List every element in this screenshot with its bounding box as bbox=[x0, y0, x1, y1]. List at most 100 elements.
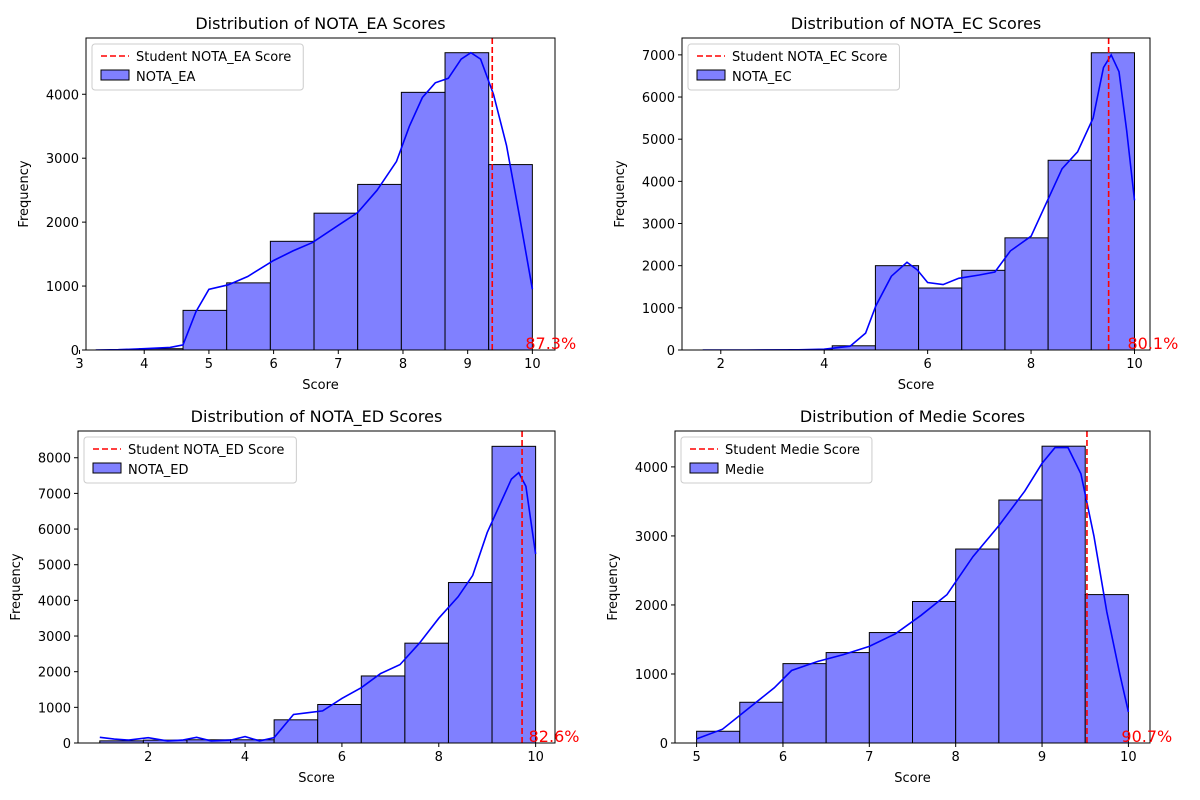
x-tick-label: 10 bbox=[1120, 750, 1137, 765]
histogram-bar bbox=[444, 52, 490, 351]
histogram-bar bbox=[782, 663, 827, 744]
x-axis-label: Score bbox=[298, 771, 334, 786]
y-tick-label: 2000 bbox=[38, 666, 71, 681]
histogram-bar bbox=[313, 212, 359, 351]
histogram-bar bbox=[360, 675, 406, 744]
histogram-bar bbox=[1047, 159, 1092, 351]
y-tick-label: 2000 bbox=[635, 599, 668, 614]
x-tick-label: 4 bbox=[241, 750, 249, 765]
legend-bar-swatch bbox=[100, 69, 130, 81]
legend: Student NOTA_EC Score NOTA_EC bbox=[687, 43, 900, 91]
x-tick-label: 4 bbox=[140, 357, 148, 372]
x-tick-label: 6 bbox=[779, 750, 787, 765]
histogram-bar bbox=[868, 632, 913, 744]
y-tick-label: 2000 bbox=[46, 216, 79, 231]
histogram-bar bbox=[825, 652, 870, 744]
histogram-bar bbox=[955, 548, 1000, 744]
legend-bar-swatch bbox=[92, 462, 122, 474]
y-tick-label: 7000 bbox=[38, 487, 71, 502]
y-tick-label: 3000 bbox=[38, 630, 71, 645]
kde-curve bbox=[95, 51, 534, 350]
legend-label-marker: Student NOTA_EC Score bbox=[732, 50, 887, 65]
axes-frame bbox=[681, 37, 1151, 351]
panel-4: 5 6 7 8 9 10 0 1000 2000 3000 4000 Distribution of … bbox=[606, 407, 1172, 786]
x-tick-label: 7 bbox=[865, 750, 873, 765]
y-tick-label: 3000 bbox=[635, 530, 668, 545]
legend-bar-swatch bbox=[689, 462, 719, 474]
percentile-label: 87.3% bbox=[525, 334, 576, 353]
percentile-label: 90.7% bbox=[1121, 727, 1172, 746]
x-tick-label: 8 bbox=[435, 750, 443, 765]
y-tick-label: 8000 bbox=[38, 452, 71, 467]
x-tick-label: 8 bbox=[952, 750, 960, 765]
histogram-bar bbox=[912, 600, 957, 744]
chart-title: Distribution of Medie Scores bbox=[800, 407, 1025, 426]
y-tick-label: 4000 bbox=[46, 88, 79, 103]
kde-curve bbox=[702, 53, 1136, 350]
legend-label-marker: Student NOTA_EA Score bbox=[136, 50, 291, 65]
axes-frame bbox=[85, 37, 556, 351]
y-tick-label: 0 bbox=[71, 344, 79, 359]
legend-label-series: Medie bbox=[725, 463, 764, 478]
histogram-bar bbox=[998, 499, 1043, 744]
legend: Student NOTA_EA Score NOTA_EA bbox=[91, 43, 304, 91]
x-tick-label: 5 bbox=[692, 750, 700, 765]
histogram-bar bbox=[447, 582, 493, 744]
histogram-bar bbox=[918, 287, 963, 351]
legend: Student Medie Score Medie bbox=[680, 436, 873, 484]
y-axis-label: Frequency bbox=[606, 553, 621, 620]
y-tick-label: 3000 bbox=[642, 218, 675, 233]
histogram-bar bbox=[226, 282, 271, 351]
histogram-bar bbox=[273, 719, 319, 744]
legend-label-series: NOTA_EA bbox=[136, 70, 195, 85]
x-tick-label: 6 bbox=[923, 357, 931, 372]
y-tick-label: 0 bbox=[63, 737, 71, 752]
y-axis-label: Frequency bbox=[17, 160, 32, 227]
axes-frame bbox=[674, 430, 1151, 744]
axes-frame bbox=[77, 430, 556, 744]
legend-label-marker: Student Medie Score bbox=[725, 443, 860, 458]
y-tick-label: 4000 bbox=[38, 594, 71, 609]
x-tick-label: 10 bbox=[1126, 357, 1143, 372]
x-tick-label: 6 bbox=[338, 750, 346, 765]
y-tick-label: 7000 bbox=[642, 49, 675, 64]
histogram-bar bbox=[874, 265, 920, 351]
x-tick-label: 10 bbox=[524, 357, 541, 372]
y-tick-label: 0 bbox=[660, 737, 668, 752]
panel-3: 2 4 6 8 10 0 1000 2000 3000 4000 5000 6000 7000 8000 D… bbox=[9, 407, 579, 786]
x-tick-label: 5 bbox=[205, 357, 213, 372]
kde-curve bbox=[99, 471, 537, 742]
percentile-label: 82.6% bbox=[529, 727, 580, 746]
chart-title: Distribution of NOTA_EC Scores bbox=[791, 14, 1042, 34]
legend-box bbox=[680, 436, 873, 484]
panel-2: 2 4 6 8 10 0 1000 2000 3000 4000 5000 6000 7000 Distr… bbox=[613, 14, 1178, 393]
legend: Student NOTA_ED Score NOTA_ED bbox=[83, 436, 297, 484]
y-tick-label: 5000 bbox=[642, 133, 675, 148]
x-tick-label: 8 bbox=[399, 357, 407, 372]
histogram-bar bbox=[1004, 237, 1049, 351]
y-tick-label: 1000 bbox=[635, 668, 668, 683]
legend-label-marker: Student NOTA_ED Score bbox=[128, 443, 284, 458]
x-tick-label: 2 bbox=[717, 357, 725, 372]
panel-1: 3 4 5 6 7 8 9 10 0 1000 2000 3000 4000 Distribution o… bbox=[17, 14, 576, 393]
histogram-bar bbox=[404, 642, 449, 744]
histogram-bar bbox=[1090, 52, 1135, 351]
percentile-label: 80.1% bbox=[1127, 334, 1178, 353]
x-tick-label: 7 bbox=[334, 357, 342, 372]
y-tick-label: 4000 bbox=[642, 175, 675, 190]
histogram-bar bbox=[491, 445, 537, 744]
y-tick-label: 6000 bbox=[38, 523, 71, 538]
histogram-bar bbox=[1041, 445, 1086, 744]
legend-bar-swatch bbox=[696, 69, 726, 81]
y-tick-label: 3000 bbox=[46, 152, 79, 167]
legend-label-series: NOTA_EC bbox=[732, 70, 792, 85]
y-tick-label: 5000 bbox=[38, 559, 71, 574]
legend-label-series: NOTA_ED bbox=[128, 463, 189, 478]
y-tick-label: 1000 bbox=[38, 701, 71, 716]
x-tick-label: 10 bbox=[527, 750, 544, 765]
histogram-bar bbox=[488, 164, 533, 351]
x-axis-label: Score bbox=[302, 378, 338, 393]
y-tick-label: 2000 bbox=[642, 260, 675, 275]
x-tick-label: 8 bbox=[1027, 357, 1035, 372]
